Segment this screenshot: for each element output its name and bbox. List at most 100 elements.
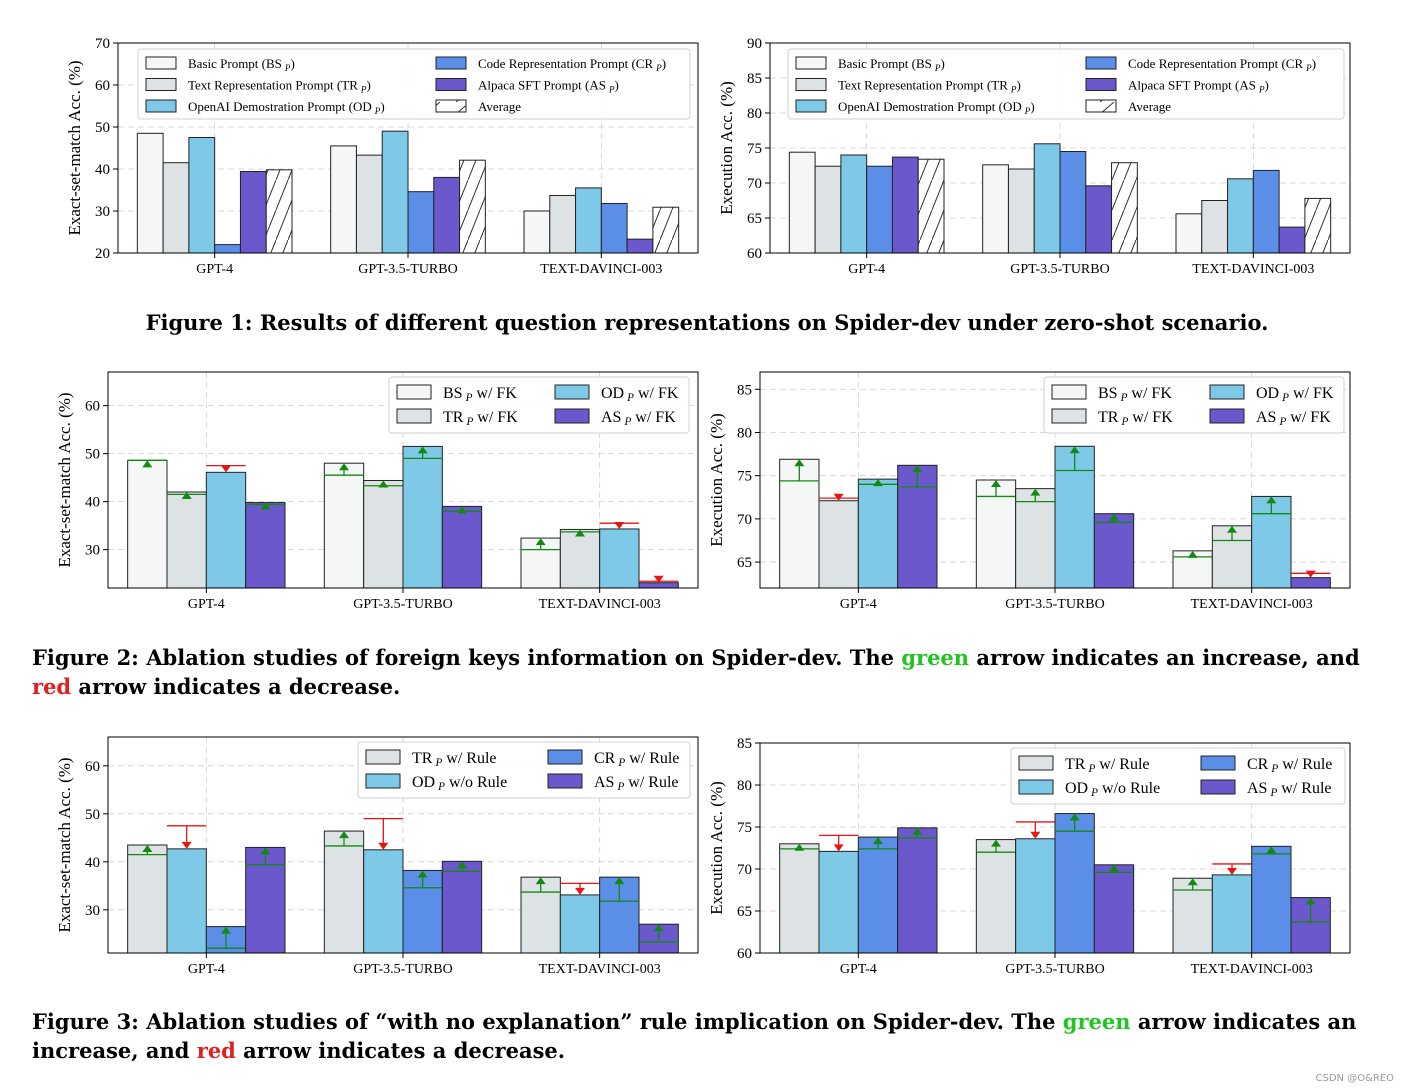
increase-arrow: [1305, 897, 1316, 905]
bar-as-1: [441, 860, 483, 954]
x-ticks: GPT-4 GPT-3.5-TURBO TEXT-DAVINCI-003: [188, 588, 661, 612]
bars: [779, 445, 1331, 589]
bar-as-1: [1093, 513, 1135, 589]
bar-tr-1: [1015, 488, 1056, 589]
bar-cr-2: [1251, 845, 1292, 954]
bar-tr-0: [814, 165, 842, 254]
y-tick-label: 70: [95, 36, 110, 52]
x-tick-label: GPT-4: [188, 962, 225, 977]
bar-tr-0: [818, 500, 859, 589]
increase-arrow: [794, 843, 805, 851]
y-tick-label: 90: [747, 36, 762, 52]
decrease-arrow: [1305, 570, 1316, 578]
y-tick-label: 85: [747, 71, 762, 87]
legend-label-od: OD P w/o Rule: [412, 774, 507, 793]
y-tick-label: 50: [95, 120, 110, 136]
y-tick-label: 60: [737, 946, 752, 962]
legend: TR P w/ Rule OD P w/o Rule CR P w/ Rule AS P w/…: [357, 741, 691, 799]
x-ticks: GPT-4 GPT-3.5-TURBO TEXT-DAVINCI-003: [848, 253, 1314, 277]
bar-as-0: [891, 156, 919, 254]
bar-as-2: [626, 238, 654, 254]
legend-label-bs: Basic Prompt (BS P): [838, 56, 945, 73]
decrease-arrow: [833, 844, 844, 852]
increase-arrow: [1109, 864, 1119, 872]
bar-cr-0: [214, 244, 241, 254]
bar-as-1: [433, 176, 461, 254]
bar-avg-2: [1304, 197, 1332, 254]
x-tick-label: GPT-4: [848, 262, 885, 277]
y-tick-label: 70: [737, 512, 752, 528]
y-axis-label: Exact-set-match Acc. (%): [55, 392, 74, 567]
chart-fig2-exact-set-match: 30 40 50 60 GPT-4 GPT-3.5-TURBO TEXT-DAVINCI-0…: [55, 371, 699, 612]
x-ticks: GPT-4 GPT-3.5-TURBO TEXT-DAVINCI-003: [840, 953, 1313, 977]
bar-od-0: [166, 848, 207, 954]
x-ticks: GPT-4 GPT-3.5-TURBO TEXT-DAVINCI-003: [188, 953, 661, 977]
x-tick-label: GPT-4: [196, 262, 233, 277]
legend-label-as: Alpaca SFT Prompt (AS P): [478, 78, 619, 95]
bar-tr-2: [559, 528, 601, 589]
legend-swatch-od: [145, 99, 177, 113]
increase-arrow: [1187, 878, 1198, 886]
y-tick-label: 80: [737, 425, 752, 441]
increase-arrow: [653, 924, 664, 932]
legend-swatch-cr: [1200, 755, 1236, 771]
legend-swatch-bs: [1051, 384, 1087, 400]
legend-swatch-cr: [435, 56, 467, 70]
decrease-arrow: [1227, 867, 1237, 875]
decrease-arrow: [378, 842, 389, 850]
legend-box: [357, 741, 691, 799]
bar-od-2: [1227, 178, 1254, 254]
y-tick-label: 75: [747, 141, 762, 157]
y-tick-label: 50: [85, 447, 100, 463]
legend-label-tr: Text Representation Prompt (TR P): [188, 78, 371, 95]
bar-as-1: [441, 505, 483, 589]
increase-arrow: [1266, 846, 1277, 854]
x-tick-label: TEXT-DAVINCI-003: [1191, 597, 1313, 612]
legend: BS P w/ FK TR P w/ FK OD P w/ FK AS P w/ FK: [1043, 376, 1345, 434]
y-tick-label: 65: [737, 904, 752, 920]
bar-cr-0: [857, 836, 899, 954]
legend-label-cr: Code Representation Prompt (CR P): [1128, 56, 1316, 73]
bar-tr-0: [162, 162, 190, 254]
legend-swatch-tr: [365, 749, 401, 765]
bar-od-0: [818, 850, 859, 954]
x-tick-label: GPT-3.5-TURBO: [353, 962, 452, 977]
legend-label-as: AS P w/ Rule: [594, 774, 679, 793]
bar-bs-0: [136, 132, 164, 254]
chart-fig2-execution: 65 70 75 80 85 GPT-4 GPT-3.5-TURBO TEXT-DAVINCI…: [707, 371, 1351, 612]
legend-box: [787, 48, 1345, 120]
increase-arrow: [181, 492, 192, 499]
increase-arrow: [417, 446, 428, 454]
y-ticks: 30 40 50 60: [85, 759, 108, 919]
bar-od-2: [1251, 495, 1292, 589]
decrease-arrow: [221, 465, 231, 473]
caption-green-word: green: [1062, 1009, 1131, 1034]
increase-arrow: [873, 479, 883, 487]
y-tick-label: 30: [85, 903, 100, 919]
x-tick-label: GPT-3.5-TURBO: [1005, 962, 1104, 977]
bar-as-2: [1290, 577, 1331, 589]
bar-avg-1: [459, 159, 486, 254]
x-tick-label: GPT-3.5-TURBO: [1010, 262, 1109, 277]
bars: [788, 143, 1332, 254]
legend-box: [137, 48, 691, 120]
bar-od-1: [402, 445, 443, 589]
legend-swatch-as: [1209, 408, 1245, 424]
bar-tr-1: [355, 154, 383, 254]
y-tick-label: 75: [737, 469, 752, 485]
increase-arrow: [1266, 496, 1277, 504]
legend-swatch-od: [795, 99, 827, 113]
bar-od-2: [599, 528, 640, 589]
legend-label-od: OD P w/ FK: [601, 385, 679, 404]
caption-red-word: red: [32, 674, 72, 699]
bar-tr-1: [1007, 168, 1035, 254]
legend-label-as: Alpaca SFT Prompt (AS P): [1128, 78, 1269, 95]
bar-od-0: [840, 154, 868, 254]
increase-arrow: [260, 502, 271, 510]
bar-avg-0: [265, 169, 293, 254]
legend-label-bs: Basic Prompt (BS P): [188, 56, 295, 73]
increase-arrow: [378, 480, 389, 488]
bar-tr-0: [166, 491, 207, 589]
increase-arrow: [1109, 513, 1119, 521]
y-tick-label: 40: [85, 855, 100, 871]
